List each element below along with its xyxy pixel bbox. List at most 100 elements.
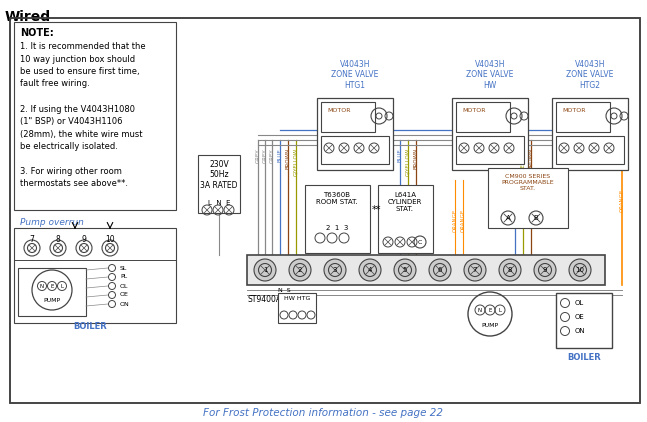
Text: OE: OE: [120, 292, 129, 298]
Circle shape: [499, 259, 521, 281]
Text: 9: 9: [82, 235, 87, 244]
Text: 230V
50Hz
3A RATED: 230V 50Hz 3A RATED: [201, 160, 237, 190]
Text: L: L: [61, 284, 63, 289]
Text: Wired: Wired: [5, 10, 51, 24]
Text: E: E: [488, 308, 492, 313]
Text: 10: 10: [575, 267, 584, 273]
Text: be electrically isolated.: be electrically isolated.: [20, 142, 118, 151]
Text: BROWN: BROWN: [413, 148, 419, 169]
Text: T6360B
ROOM STAT.: T6360B ROOM STAT.: [316, 192, 358, 205]
Text: MOTOR: MOTOR: [462, 108, 486, 113]
Text: BLUE: BLUE: [512, 148, 518, 162]
Circle shape: [359, 259, 381, 281]
Circle shape: [569, 259, 591, 281]
Bar: [317, 98, 393, 170]
Text: L  N  E: L N E: [208, 200, 230, 206]
Circle shape: [394, 259, 416, 281]
Text: be used to ensure first time,: be used to ensure first time,: [20, 67, 140, 76]
Bar: [305, 185, 370, 253]
Bar: [456, 102, 510, 132]
Text: GREY: GREY: [263, 148, 267, 162]
Text: NOTE:: NOTE:: [20, 28, 54, 38]
Text: V4043H
ZONE VALVE
HTG2: V4043H ZONE VALVE HTG2: [566, 60, 614, 90]
Circle shape: [534, 259, 556, 281]
Text: (28mm), the white wire must: (28mm), the white wire must: [20, 130, 142, 138]
Text: 6: 6: [438, 267, 443, 273]
Bar: [198, 155, 240, 213]
Bar: [488, 168, 568, 228]
Bar: [278, 293, 316, 323]
Text: 1: 1: [263, 267, 267, 273]
Text: MOTOR: MOTOR: [562, 108, 586, 113]
Bar: [556, 136, 624, 164]
Bar: [14, 228, 176, 323]
Bar: [556, 102, 610, 132]
Text: G/YELLOW: G/YELLOW: [294, 148, 298, 176]
Text: 9: 9: [543, 267, 547, 273]
Text: 8: 8: [56, 235, 60, 244]
Text: ON: ON: [575, 328, 586, 334]
Text: 10 way junction box should: 10 way junction box should: [20, 54, 135, 63]
Text: B: B: [534, 215, 538, 221]
Text: BLUE: BLUE: [278, 148, 283, 162]
Bar: [321, 102, 375, 132]
Text: ON: ON: [120, 301, 130, 306]
Bar: [556, 293, 612, 348]
Text: 3. For wiring other room: 3. For wiring other room: [20, 167, 122, 176]
Text: E: E: [50, 284, 54, 289]
Text: BOILER: BOILER: [567, 353, 601, 362]
Text: 2. If using the V4043H1080: 2. If using the V4043H1080: [20, 105, 135, 114]
Circle shape: [464, 259, 486, 281]
Circle shape: [324, 259, 346, 281]
Text: (1" BSP) or V4043H1106: (1" BSP) or V4043H1106: [20, 117, 122, 126]
Circle shape: [254, 259, 276, 281]
Text: L: L: [498, 308, 501, 313]
Text: OL: OL: [120, 284, 129, 289]
Bar: [321, 136, 389, 164]
Text: 10: 10: [105, 235, 115, 244]
Bar: [14, 22, 176, 210]
Text: GREY: GREY: [270, 148, 274, 162]
Text: V4043H
ZONE VALVE
HW: V4043H ZONE VALVE HW: [466, 60, 514, 90]
Text: C: C: [418, 240, 422, 244]
Bar: [456, 136, 524, 164]
Text: BROWN: BROWN: [529, 148, 534, 169]
Text: PUMP: PUMP: [481, 323, 499, 328]
Text: PUMP: PUMP: [43, 298, 61, 303]
Text: BLUE: BLUE: [397, 148, 402, 162]
Text: GREY: GREY: [256, 148, 261, 162]
Text: N: N: [478, 308, 482, 313]
Text: G/YELLOW: G/YELLOW: [406, 148, 410, 176]
Text: A: A: [505, 215, 510, 221]
Bar: [18, 268, 86, 316]
Bar: [552, 98, 628, 170]
Bar: [247, 255, 605, 285]
Text: fault free wiring.: fault free wiring.: [20, 79, 90, 89]
Text: 3: 3: [333, 267, 337, 273]
Text: V4043H
ZONE VALVE
HTG1: V4043H ZONE VALVE HTG1: [331, 60, 378, 90]
Text: 5: 5: [403, 267, 407, 273]
Text: HW HTG: HW HTG: [284, 296, 310, 301]
Text: 1. It is recommended that the: 1. It is recommended that the: [20, 42, 146, 51]
Text: **: **: [372, 205, 382, 215]
Bar: [452, 98, 528, 170]
Text: L641A
CYLINDER
STAT.: L641A CYLINDER STAT.: [388, 192, 422, 212]
Circle shape: [289, 259, 311, 281]
Text: For Frost Protection information - see page 22: For Frost Protection information - see p…: [203, 408, 443, 418]
Text: SL: SL: [120, 265, 127, 271]
Text: N  S: N S: [278, 288, 291, 293]
Text: 7: 7: [30, 235, 34, 244]
Text: PL: PL: [120, 274, 127, 279]
Text: 2  1  3: 2 1 3: [326, 225, 348, 231]
Text: OE: OE: [575, 314, 585, 320]
Bar: [378, 185, 433, 253]
Text: ST9400A/C: ST9400A/C: [248, 294, 290, 303]
Text: thermostats see above**.: thermostats see above**.: [20, 179, 128, 189]
Text: Pump overrun: Pump overrun: [20, 218, 84, 227]
Text: 7: 7: [473, 267, 477, 273]
Text: OL: OL: [575, 300, 584, 306]
Text: 8: 8: [508, 267, 512, 273]
Text: G/YELLOW: G/YELLOW: [520, 148, 525, 176]
Text: 2: 2: [298, 267, 302, 273]
Text: 4: 4: [367, 267, 372, 273]
